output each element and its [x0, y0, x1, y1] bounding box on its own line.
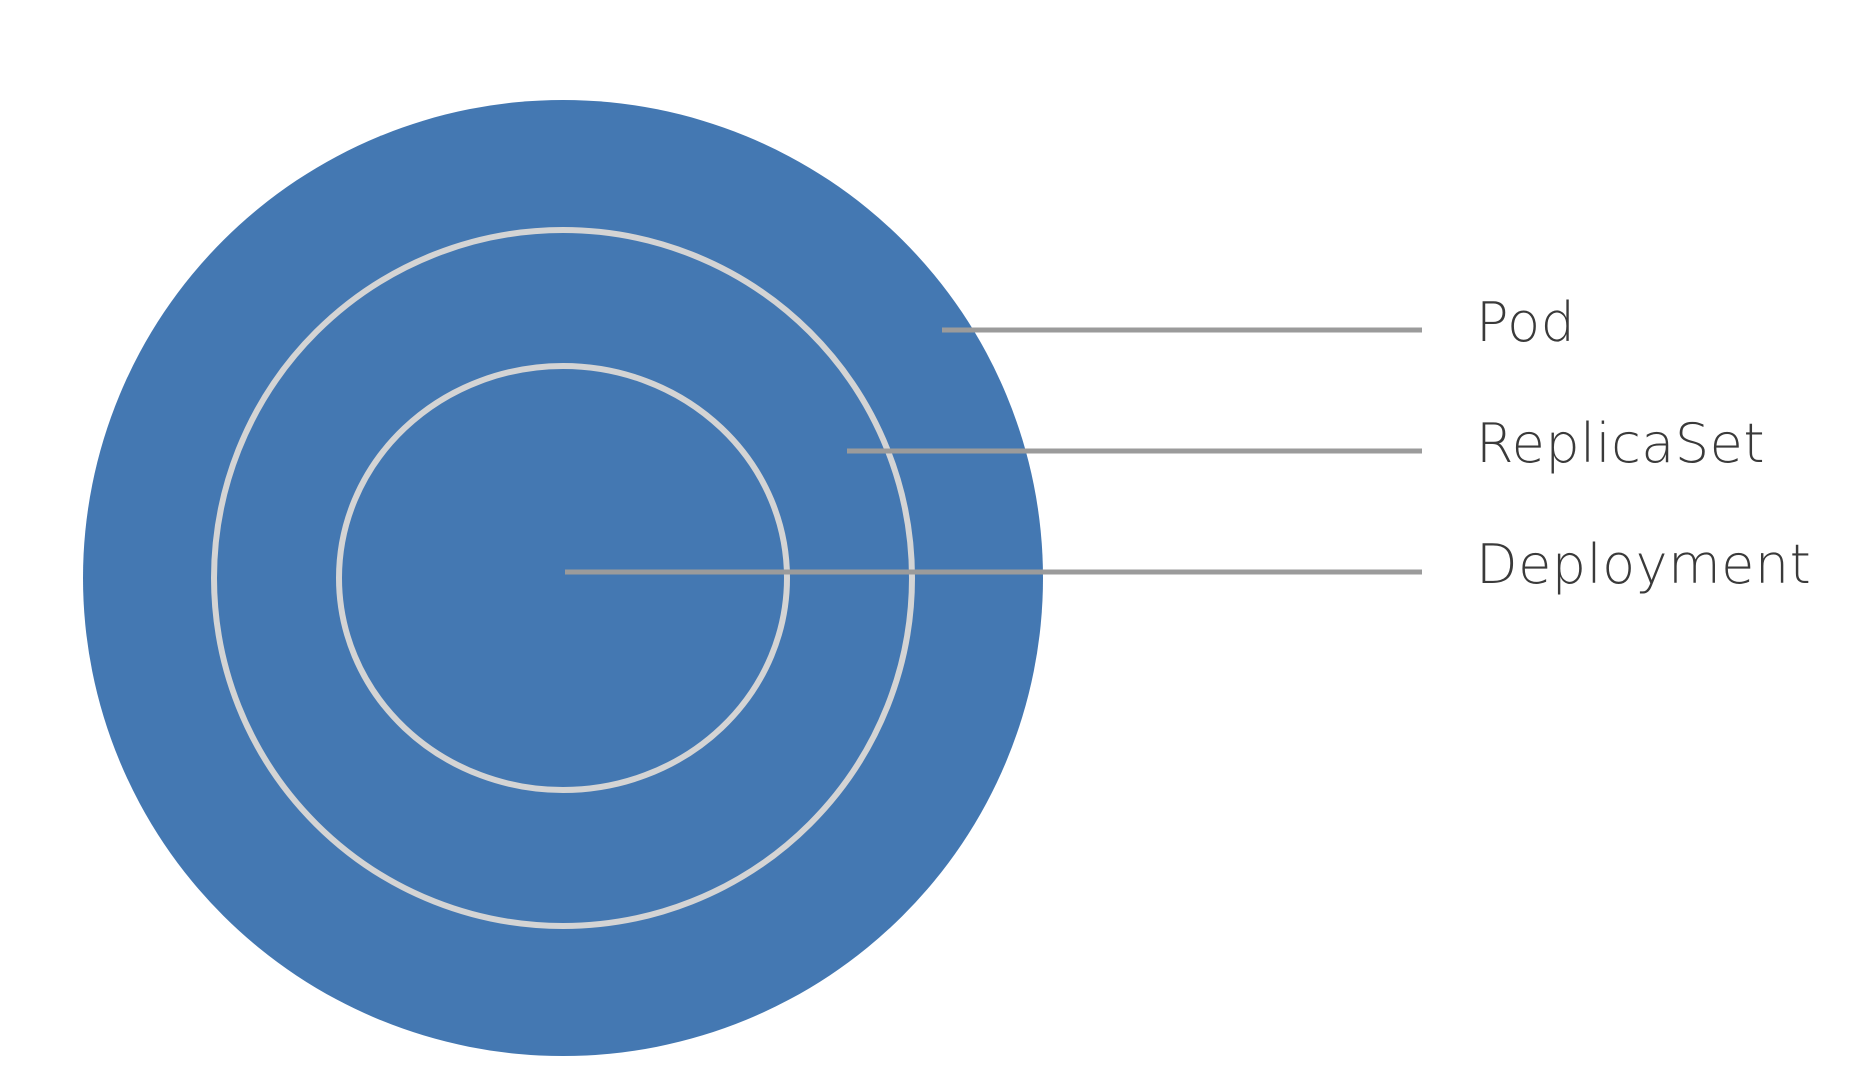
- replicaset-ring: [211, 227, 915, 929]
- deployment-label: Deployment: [1476, 533, 1812, 596]
- pod-circle: [83, 100, 1043, 1056]
- deployment-ring: [336, 363, 790, 793]
- replicaset-label: ReplicaSet: [1476, 412, 1766, 475]
- pod-label: Pod: [1476, 291, 1576, 354]
